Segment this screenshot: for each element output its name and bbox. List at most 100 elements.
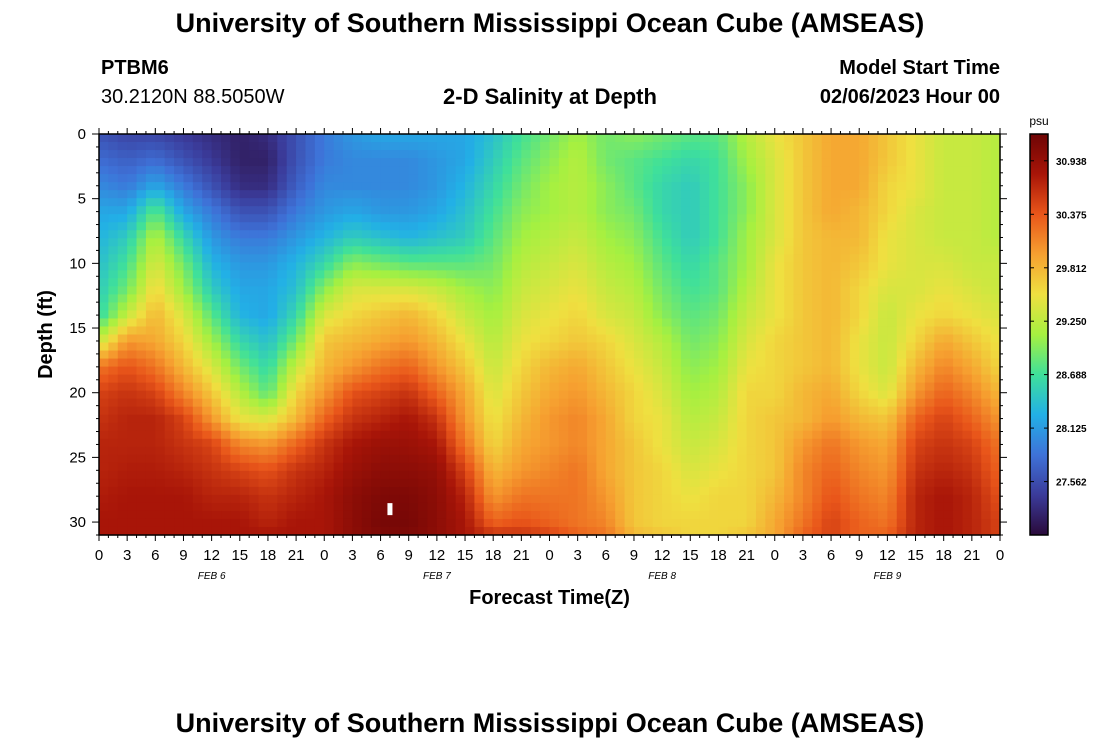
heatmap-cell bbox=[455, 510, 466, 520]
heatmap-cell bbox=[577, 366, 588, 376]
heatmap-cell bbox=[652, 166, 663, 175]
heatmap-cell bbox=[605, 270, 616, 279]
heatmap-cell bbox=[887, 406, 898, 416]
heatmap-cell bbox=[305, 526, 316, 536]
heatmap-cell bbox=[699, 134, 710, 143]
heatmap-cell bbox=[211, 470, 222, 480]
heatmap-cell bbox=[831, 526, 842, 536]
heatmap-cell bbox=[530, 198, 541, 207]
heatmap-cell bbox=[540, 206, 551, 215]
heatmap-cell bbox=[174, 142, 185, 151]
heatmap-cell bbox=[258, 382, 269, 392]
heatmap-cell bbox=[643, 358, 654, 368]
heatmap-cell bbox=[314, 478, 325, 488]
heatmap-cell bbox=[183, 262, 194, 271]
heatmap-cell bbox=[877, 454, 888, 464]
heatmap-cell bbox=[117, 510, 128, 520]
heatmap-cell bbox=[774, 190, 785, 199]
heatmap-cell bbox=[727, 318, 738, 328]
heatmap-cell bbox=[399, 174, 410, 183]
heatmap-cell bbox=[352, 254, 363, 263]
heatmap-cell bbox=[343, 518, 354, 528]
heatmap-cell bbox=[192, 230, 203, 239]
heatmap-cell bbox=[915, 278, 926, 287]
heatmap-cell bbox=[953, 390, 964, 400]
heatmap-cell bbox=[737, 366, 748, 376]
heatmap-cell bbox=[446, 294, 457, 304]
heatmap-cell bbox=[389, 446, 400, 456]
heatmap-cell bbox=[399, 342, 410, 352]
heatmap-cell bbox=[699, 238, 710, 247]
heatmap-cell bbox=[155, 182, 166, 191]
heatmap-cell bbox=[352, 174, 363, 183]
heatmap-cell bbox=[812, 214, 823, 223]
heatmap-cell bbox=[296, 494, 307, 504]
heatmap-cell bbox=[896, 158, 907, 167]
heatmap-cell bbox=[953, 494, 964, 504]
heatmap-cell bbox=[127, 398, 138, 408]
heatmap-cell bbox=[314, 414, 325, 424]
heatmap-cell bbox=[718, 214, 729, 223]
heatmap-cell bbox=[943, 166, 954, 175]
heatmap-cell bbox=[877, 462, 888, 472]
heatmap-cell bbox=[446, 406, 457, 416]
heatmap-cell bbox=[399, 478, 410, 488]
heatmap-cell bbox=[258, 422, 269, 432]
heatmap-cell bbox=[239, 358, 250, 368]
heatmap-cell bbox=[380, 430, 391, 440]
heatmap-cell bbox=[389, 366, 400, 376]
heatmap-cell bbox=[981, 350, 992, 360]
heatmap-cell bbox=[174, 278, 185, 287]
heatmap-cell bbox=[521, 278, 532, 287]
heatmap-cell bbox=[812, 406, 823, 416]
heatmap-cell bbox=[831, 390, 842, 400]
heatmap-cell bbox=[502, 166, 513, 175]
heatmap-cell bbox=[474, 342, 485, 352]
heatmap-cell bbox=[605, 462, 616, 472]
heatmap-cell bbox=[671, 318, 682, 328]
heatmap-cell bbox=[784, 238, 795, 247]
heatmap-cell bbox=[183, 286, 194, 295]
heatmap-cell bbox=[221, 190, 231, 199]
heatmap-cell bbox=[530, 318, 541, 328]
heatmap-cell bbox=[831, 278, 842, 287]
heatmap-cell bbox=[296, 446, 307, 456]
heatmap-cell bbox=[99, 270, 109, 279]
heatmap-cell bbox=[943, 134, 954, 143]
heatmap-cell bbox=[671, 214, 682, 223]
heatmap-cell bbox=[981, 390, 992, 400]
heatmap-cell bbox=[277, 286, 288, 295]
heatmap-cell bbox=[277, 366, 288, 376]
heatmap-cell bbox=[746, 414, 757, 424]
heatmap-cell bbox=[962, 294, 973, 304]
heatmap-cell bbox=[202, 286, 213, 295]
heatmap-cell bbox=[652, 222, 663, 231]
heatmap-cell bbox=[812, 230, 823, 239]
heatmap-cell bbox=[221, 510, 231, 520]
heatmap-cell bbox=[568, 446, 579, 456]
heatmap-cell bbox=[333, 310, 344, 320]
heatmap-cell bbox=[286, 214, 297, 223]
heatmap-cell bbox=[605, 414, 616, 424]
heatmap-cell bbox=[521, 262, 532, 271]
heatmap-cell bbox=[408, 414, 419, 424]
heatmap-cell bbox=[568, 430, 579, 440]
heatmap-cell bbox=[596, 270, 607, 279]
heatmap-cell bbox=[408, 486, 419, 496]
heatmap-cell bbox=[859, 246, 870, 255]
heatmap-cell bbox=[277, 254, 288, 263]
heatmap-cell bbox=[211, 246, 222, 255]
heatmap-cell bbox=[624, 158, 635, 167]
heatmap-cell bbox=[511, 166, 522, 175]
heatmap-cell bbox=[953, 366, 964, 376]
heatmap-cell bbox=[305, 454, 316, 464]
heatmap-cell bbox=[709, 310, 720, 320]
heatmap-cell bbox=[709, 166, 720, 175]
heatmap-cell bbox=[324, 526, 335, 536]
heatmap-cell bbox=[643, 190, 654, 199]
heatmap-cell bbox=[971, 478, 982, 488]
heatmap-cell bbox=[361, 198, 372, 207]
heatmap-cell bbox=[690, 166, 701, 175]
heatmap-cell bbox=[380, 294, 391, 304]
heatmap-cell bbox=[511, 374, 522, 384]
